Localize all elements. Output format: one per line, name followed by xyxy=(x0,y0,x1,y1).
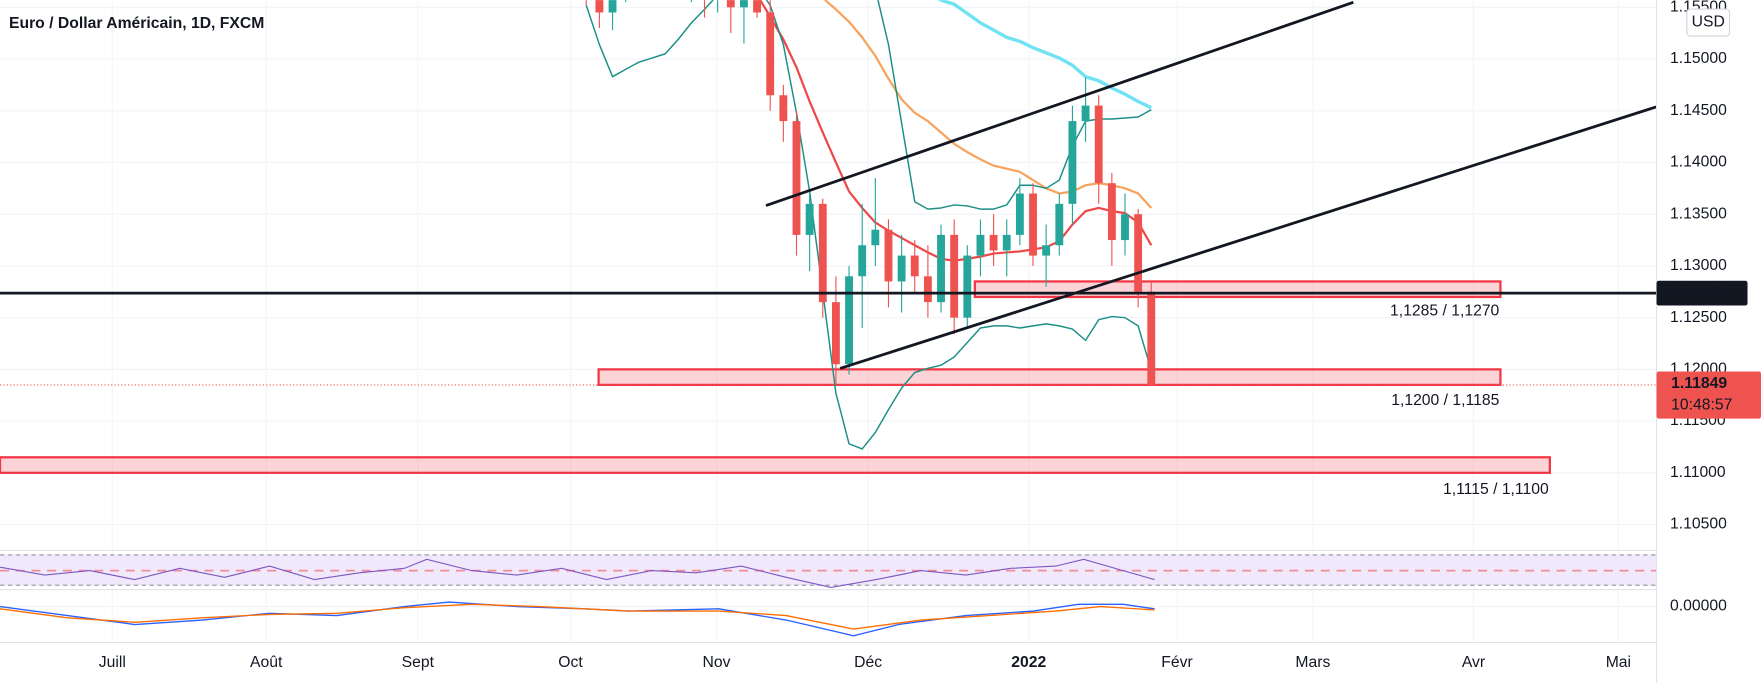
candle-body xyxy=(1107,183,1116,241)
candle-body xyxy=(1147,291,1156,385)
trend-line xyxy=(765,1,1354,207)
candle-body xyxy=(726,0,735,8)
candle-body xyxy=(766,12,775,96)
x-tick-label: Déc xyxy=(854,654,882,671)
candle-body xyxy=(989,234,998,251)
overlay: 1,1285 / 1,1270 1,1200 / 1,1185 1,1115 / 1… xyxy=(1390,280,1761,498)
rsi-line xyxy=(0,558,1155,589)
y-tick-label: 1.15000 xyxy=(1670,50,1727,67)
candle-body xyxy=(937,234,945,303)
last-price-label: 1.11849 xyxy=(1671,375,1727,392)
zone-label: 1,1285 / 1,1270 xyxy=(1390,302,1500,319)
candle-body xyxy=(1094,105,1103,184)
candle-body xyxy=(608,0,617,13)
candle-body xyxy=(753,0,762,13)
candle-body xyxy=(963,255,972,318)
zone xyxy=(973,280,1502,299)
level-tag-label: 1.12737 xyxy=(1671,284,1728,301)
candle-body xyxy=(1055,203,1064,246)
candle-body xyxy=(1015,193,1024,235)
candle-body xyxy=(1134,214,1143,292)
x-tick-label: Nov xyxy=(703,654,731,671)
x-tick-label: Sept xyxy=(402,654,435,671)
indicator-line xyxy=(823,0,1153,209)
chart-title: Euro / Dollar Américain, 1D, FXCM xyxy=(9,15,264,32)
candle-body xyxy=(910,255,919,277)
candle-body xyxy=(831,302,840,365)
candle-body xyxy=(818,203,827,303)
x-tick-label: Août xyxy=(250,654,283,671)
trend-line xyxy=(839,105,1657,370)
zone xyxy=(0,456,1551,474)
y-tick-label: 0.00000 xyxy=(1670,598,1727,615)
candle-body xyxy=(1121,214,1129,241)
zone-label: 1,1200 / 1,1185 xyxy=(1391,392,1499,409)
y-tick-label: 1.13500 xyxy=(1670,205,1727,222)
candle-body xyxy=(1002,234,1011,251)
y-tick-label: 1.13000 xyxy=(1670,257,1727,274)
y-tick-label: 1.10500 xyxy=(1670,516,1727,533)
axes: 1.155001.150001.145001.140001.135001.130… xyxy=(99,0,1727,671)
candle-body xyxy=(845,276,853,365)
candle-body xyxy=(792,121,801,235)
indicator-line xyxy=(937,0,1152,110)
candle-body xyxy=(976,234,985,256)
x-tick-label: 2022 xyxy=(1011,654,1046,671)
candle-body xyxy=(805,203,814,235)
x-tick-label: Oct xyxy=(558,654,583,671)
currency: USD xyxy=(1692,14,1725,31)
x-tick-label: Juill xyxy=(99,654,126,671)
candle-body xyxy=(950,234,959,318)
x-tick-label: Mai xyxy=(1606,654,1631,671)
candle-body xyxy=(595,0,604,13)
x-tick-label: Mars xyxy=(1295,654,1330,671)
candle-body xyxy=(897,255,906,282)
candle-body xyxy=(1042,245,1051,256)
last-price-tag xyxy=(1656,371,1761,419)
candle-body xyxy=(884,229,893,282)
x-tick-label: Févr xyxy=(1161,654,1192,671)
y-tick-label: 1.11000 xyxy=(1670,464,1726,481)
price-pane xyxy=(0,0,1657,474)
x-tick-label: Avr xyxy=(1462,654,1485,671)
candle-body xyxy=(858,245,867,277)
candle-body xyxy=(1068,121,1077,204)
candle-body xyxy=(923,276,932,303)
y-tick-label: 1.14000 xyxy=(1670,154,1727,171)
candle-body xyxy=(779,95,788,122)
countdown-label: 10:48:57 xyxy=(1671,396,1732,413)
y-tick-label: 1.12500 xyxy=(1670,309,1727,326)
candle-body xyxy=(871,229,880,246)
candle-body xyxy=(1029,193,1037,256)
currency-box[interactable] xyxy=(1686,8,1731,37)
indicator-line xyxy=(877,0,1152,210)
level-tag xyxy=(1656,280,1748,306)
signal-line xyxy=(0,603,1155,630)
y-tick-label: 1.14500 xyxy=(1670,102,1727,119)
indicator-line xyxy=(585,0,1152,450)
zone xyxy=(597,368,1502,387)
candle-body xyxy=(1081,105,1090,122)
zone-label: 1,1115 / 1,1100 xyxy=(1443,481,1549,498)
candle-body xyxy=(740,0,748,8)
